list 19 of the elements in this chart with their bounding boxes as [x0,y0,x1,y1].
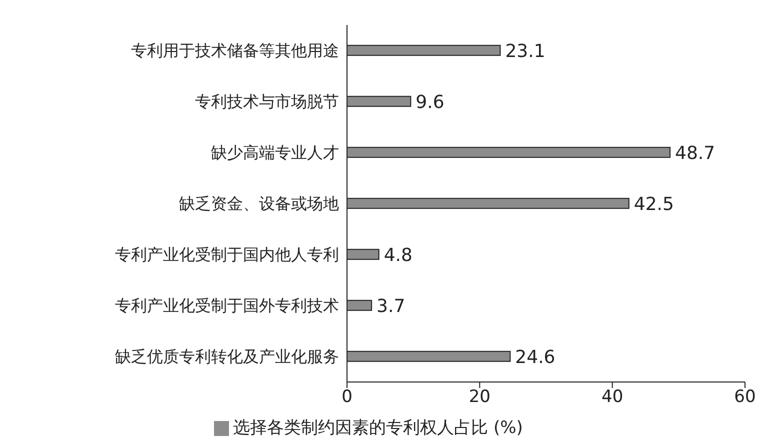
y-tick-label: 专利用于技术储备等其他用途 [131,41,339,60]
data-label: 42.5 [634,194,674,215]
y-tick-label: 专利技术与市场脱节 [195,92,339,112]
data-label: 24.6 [515,346,556,368]
legend-label: 选择各类制约因素的专利权人占比 (%) [233,418,523,438]
data-label: 3.7 [376,296,406,317]
data-label: 48.7 [675,142,716,164]
y-tick-label: 缺乏资金、设备或场地 [179,194,339,214]
y-tick-label: 专利产业化受制于国内他人专利 [115,245,339,264]
x-tick-label: 40 [602,387,624,408]
y-tick-label: 缺乏优质专利转化及产业化服务 [115,347,339,366]
y-tick-label: 缺少高端专业人才 [211,143,339,162]
data-label: 9.6 [416,92,444,113]
y-tick-label: 专利产业化受制于国外专利技术 [115,296,339,316]
x-tick-label: 0 [342,387,352,408]
data-label: 4.8 [384,244,412,266]
data-label: 23.1 [505,40,546,62]
x-tick-label: 20 [468,387,490,408]
x-tick-label: 60 [734,387,756,408]
